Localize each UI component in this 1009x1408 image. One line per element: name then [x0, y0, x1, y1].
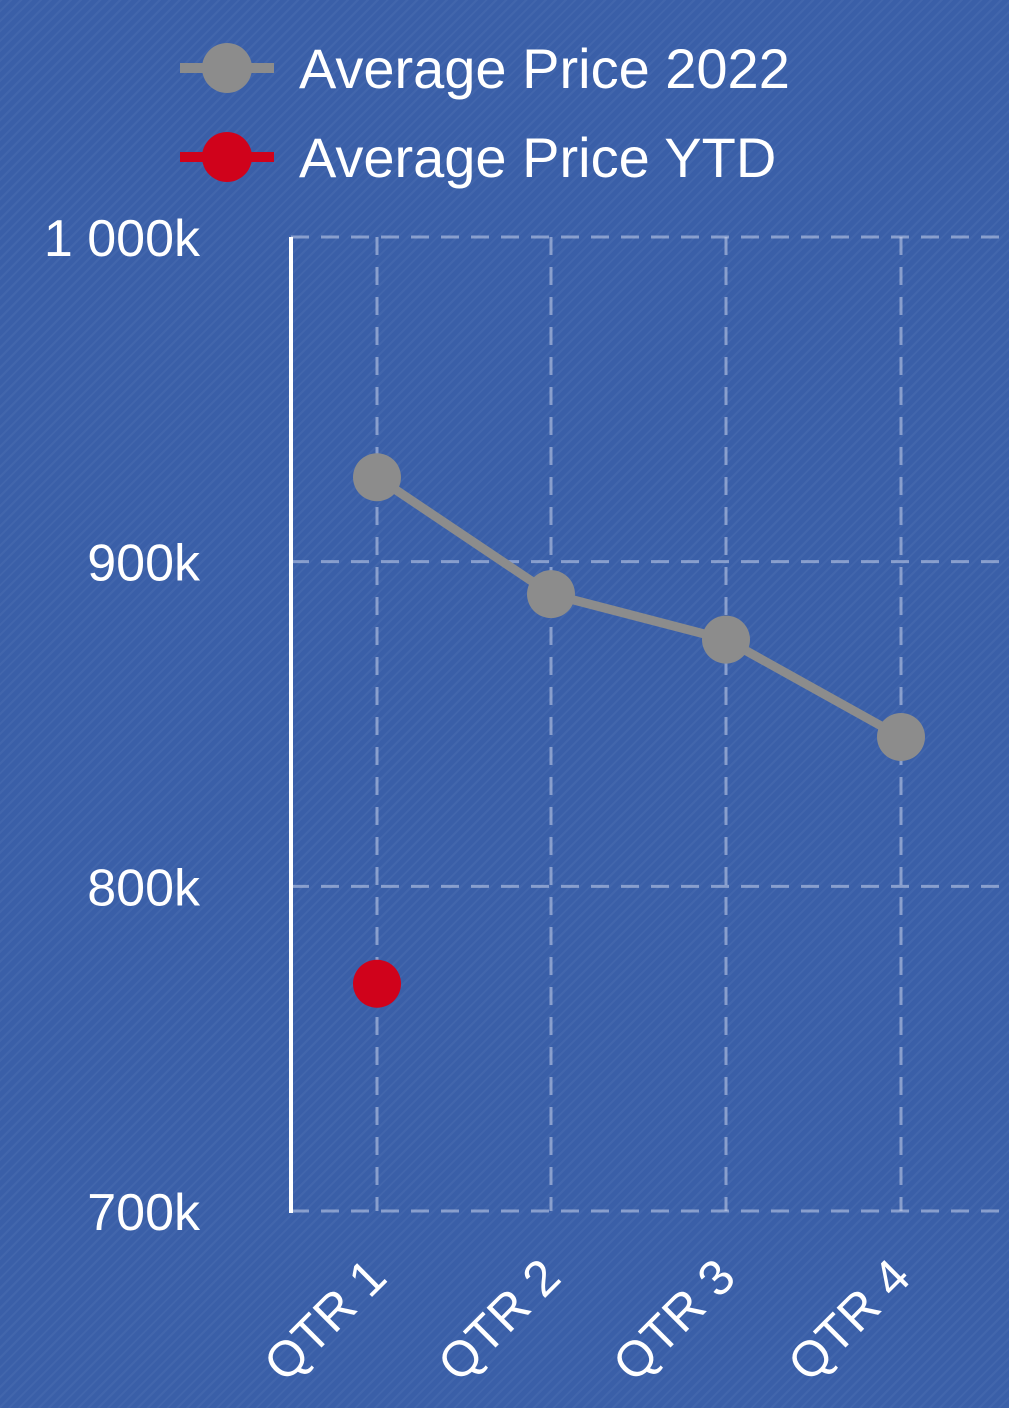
- y-tick-label: 700k: [87, 1184, 201, 1242]
- chart-series: [353, 453, 925, 1008]
- y-tick-label: 800k: [87, 859, 201, 917]
- data-point: [702, 615, 750, 664]
- data-point: [527, 570, 575, 619]
- data-point: [353, 959, 401, 1008]
- x-tick-label: QTR 3: [602, 1248, 746, 1392]
- legend-marker-icon: [202, 132, 252, 182]
- y-tick-label: 1 000k: [44, 210, 201, 268]
- chart-legend: Average Price 2022 Average Price YTD: [180, 37, 790, 189]
- legend-marker-icon: [202, 43, 252, 93]
- legend-label: Average Price 2022: [299, 37, 790, 100]
- legend-label: Average Price YTD: [299, 126, 776, 189]
- y-axis: 700k 800k 900k 1 000k: [44, 210, 293, 1242]
- x-tick-label: QTR 4: [777, 1248, 921, 1392]
- x-axis: QTR 1 QTR 2 QTR 3 QTR 4: [253, 1248, 921, 1392]
- series-line: [374, 473, 904, 741]
- data-point: [877, 712, 925, 761]
- x-tick-label: QTR 1: [253, 1248, 397, 1392]
- data-point: [353, 453, 401, 502]
- x-tick-label: QTR 2: [427, 1248, 571, 1392]
- y-tick-label: 900k: [87, 535, 201, 593]
